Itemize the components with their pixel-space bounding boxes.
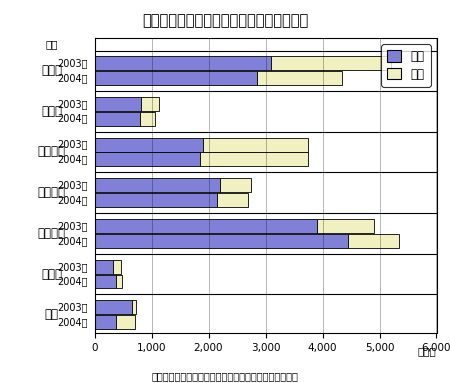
Bar bbox=[317, 219, 374, 233]
Text: 2004年: 2004年 bbox=[57, 277, 88, 286]
Text: 武蔵新城: 武蔵新城 bbox=[38, 146, 66, 159]
Bar bbox=[348, 234, 400, 248]
Bar bbox=[113, 260, 121, 273]
Bar bbox=[200, 152, 308, 166]
Bar bbox=[94, 97, 141, 111]
Text: 中原区内駅における駐輪・放置自転車台数: 中原区内駅における駐輪・放置自転車台数 bbox=[142, 13, 308, 28]
Text: 2004年: 2004年 bbox=[57, 114, 88, 124]
Bar bbox=[94, 152, 200, 166]
Bar bbox=[220, 178, 251, 192]
Bar bbox=[140, 112, 156, 126]
Bar bbox=[94, 56, 271, 70]
Bar bbox=[141, 97, 159, 111]
Bar bbox=[94, 315, 116, 329]
Bar bbox=[94, 275, 116, 288]
Text: 2003年: 2003年 bbox=[57, 140, 88, 150]
Bar bbox=[116, 275, 122, 288]
Text: 2003年: 2003年 bbox=[57, 99, 88, 109]
Text: 向河原: 向河原 bbox=[41, 268, 62, 281]
Text: （川崎市内鉄道駅周辺における放置自転車等実態調査）: （川崎市内鉄道駅周辺における放置自転車等実態調査） bbox=[152, 371, 298, 381]
Bar bbox=[94, 193, 217, 207]
Text: 2004年: 2004年 bbox=[57, 73, 88, 83]
Text: 元住吉: 元住吉 bbox=[41, 64, 62, 77]
Text: 2003年: 2003年 bbox=[57, 221, 88, 231]
Bar bbox=[94, 260, 113, 273]
Bar bbox=[203, 138, 308, 152]
Text: 平間: 平間 bbox=[45, 308, 59, 321]
Text: 武蔵中原: 武蔵中原 bbox=[38, 186, 66, 199]
Text: 駅名: 駅名 bbox=[45, 39, 58, 49]
Text: 2003年: 2003年 bbox=[57, 180, 88, 190]
Bar bbox=[217, 193, 248, 207]
Bar bbox=[271, 56, 391, 70]
Bar bbox=[94, 138, 203, 152]
Text: 2003年: 2003年 bbox=[57, 262, 88, 272]
Text: 2004年: 2004年 bbox=[57, 317, 88, 327]
Text: 新丸子: 新丸子 bbox=[41, 105, 62, 118]
Bar bbox=[94, 112, 140, 126]
Legend: 駐輪, 放置: 駐輪, 放置 bbox=[381, 44, 431, 87]
Bar bbox=[94, 301, 131, 314]
Text: 武蔵小杉: 武蔵小杉 bbox=[38, 227, 66, 240]
Bar bbox=[94, 219, 317, 233]
Text: 2004年: 2004年 bbox=[57, 154, 88, 164]
Text: （台）: （台） bbox=[418, 347, 436, 357]
Bar bbox=[131, 301, 136, 314]
Bar bbox=[94, 178, 220, 192]
Text: 2003年: 2003年 bbox=[57, 58, 88, 68]
Bar bbox=[116, 315, 135, 329]
Bar bbox=[94, 71, 257, 85]
Text: 2004年: 2004年 bbox=[57, 236, 88, 246]
Text: 2004年: 2004年 bbox=[57, 195, 88, 205]
Text: 2003年: 2003年 bbox=[57, 303, 88, 313]
Bar bbox=[257, 71, 342, 85]
Bar bbox=[94, 234, 348, 248]
